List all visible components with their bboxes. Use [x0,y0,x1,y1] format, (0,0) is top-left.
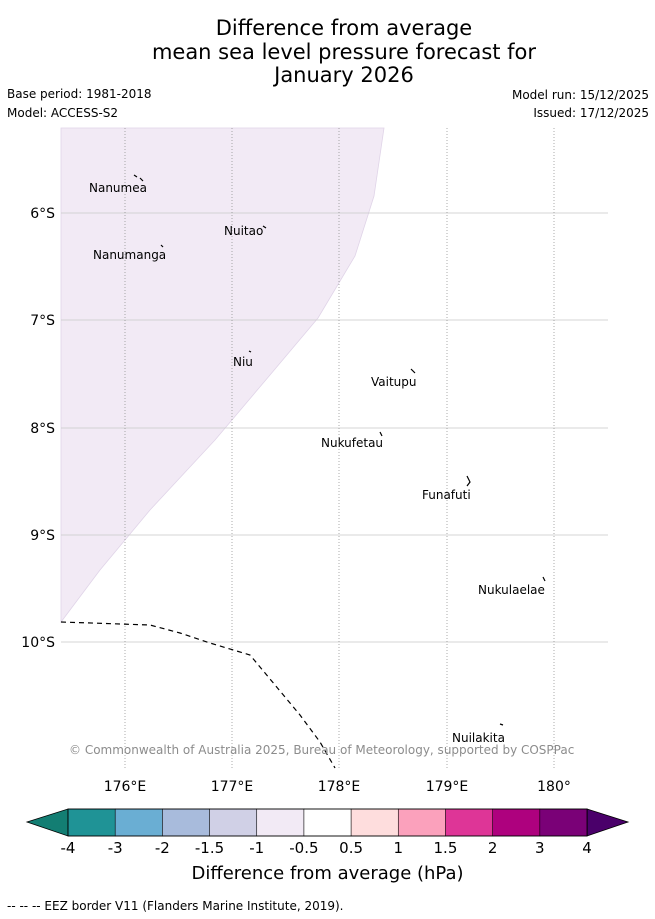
island-niu [248,350,252,353]
island-nanumea [133,174,144,182]
map-area: Nanumea Nuitao Nanumanga Niu Vaitupu Nuk… [60,127,608,769]
island-nuilakita [499,723,504,726]
lon-label-179e: 179°E [426,779,469,795]
colorbar-tick-label: -4 [61,839,76,857]
colorbar-tick-label: 4 [582,839,592,857]
label-nuilakita: Nuilakita [452,731,505,745]
colorbar-segment [397,808,447,837]
colorbar-tick-label: 1.5 [434,839,458,857]
island-vaitupu [410,368,416,374]
title-line-3: January 2026 [274,63,414,87]
colorbar-under-arrow [25,808,69,837]
colorbar-segment [114,808,163,837]
chart-title: Difference from average mean sea level p… [0,16,655,88]
colorbar-tick-label: -1 [249,839,264,857]
label-funafuti: Funafuti [422,488,471,502]
lon-label-178e: 178°E [318,779,361,795]
colorbar-segment [492,808,541,837]
pressure-anomaly-region [60,127,385,624]
base-period: Base period: 1981-2018 [7,87,152,101]
eez-footnote: -- -- -- EEZ border V11 (Flanders Marine… [7,899,344,913]
colorbar-label: Difference from average (hPa) [191,863,464,884]
label-vaitupu: Vaitupu [371,375,417,389]
lon-label-180: 180° [537,779,571,795]
model-run: Model run: 15/12/2025 [511,88,649,102]
label-nuitao: Nuitao [224,224,263,238]
lon-label-177e: 177°E [211,779,254,795]
colorbar-tick-label: 0.5 [339,839,363,857]
colorbar-tick-label: 2 [488,839,498,857]
label-nukufetau: Nukufetau [321,436,383,450]
colorbar-segments [67,808,588,837]
island-nukulaelae [542,576,546,582]
lat-labels: 6°S 7°S 8°S 9°S 10°S [21,206,55,651]
colorbar-ticks: -4 -3 -2 -1.5 -1 -0.5 0.5 1 1.5 2 3 4 [61,839,592,857]
lat-label-10s: 10°S [21,635,55,651]
lat-gridlines [61,212,608,643]
issued-date: Issued: 17/12/2025 [533,106,649,120]
island-funafuti [466,475,471,487]
colorbar-segment [303,808,352,837]
place-labels: Nanumea Nuitao Nanumanga Niu Vaitupu Nuk… [89,181,545,745]
colorbar-over-arrow [586,808,630,837]
title-line-2: mean sea level pressure forecast for [151,39,537,64]
islands [133,174,546,726]
lon-labels: 176°E 177°E 178°E 179°E 180° [104,779,571,795]
colorbar-tick-label: 1 [393,839,403,857]
colorbar-outline [67,808,588,837]
lat-label-7s: 7°S [30,313,55,329]
colorbar-segment [539,808,588,837]
label-nukulaelae: Nukulaelae [478,583,545,597]
colorbar: -4 -3 -2 -1.5 -1 -0.5 0.5 1 1.5 2 3 4 [25,808,630,857]
colorbar-segment [162,808,211,837]
colorbar-tick-label: -2 [155,839,170,857]
colorbar-tick-label: 3 [535,839,545,857]
colorbar-segment [256,808,305,837]
eez-border [60,621,336,769]
colorbar-tick-label: -1.5 [195,839,224,857]
lat-label-6s: 6°S [30,206,55,222]
island-nanumanga [160,244,164,248]
lat-label-9s: 9°S [30,528,55,544]
title-line-1: Difference from average [215,16,473,40]
colorbar-segment [350,808,399,837]
lat-label-8s: 8°S [30,421,55,437]
lon-label-176e: 176°E [104,779,147,795]
colorbar-segment [209,808,258,837]
model-name: Model: ACCESS-S2 [7,106,119,120]
colorbar-segment [67,808,116,837]
copyright-text: © Commonwealth of Australia 2025, Bureau… [69,743,574,757]
colorbar-tick-label: -3 [108,839,123,857]
label-niu: Niu [233,355,253,369]
island-nuitao [262,225,267,229]
island-nukufetau [379,431,383,437]
colorbar-tick-label: -0.5 [289,839,318,857]
colorbar-segment [445,808,494,837]
label-nanumanga: Nanumanga [93,248,166,262]
label-nanumea: Nanumea [89,181,147,195]
